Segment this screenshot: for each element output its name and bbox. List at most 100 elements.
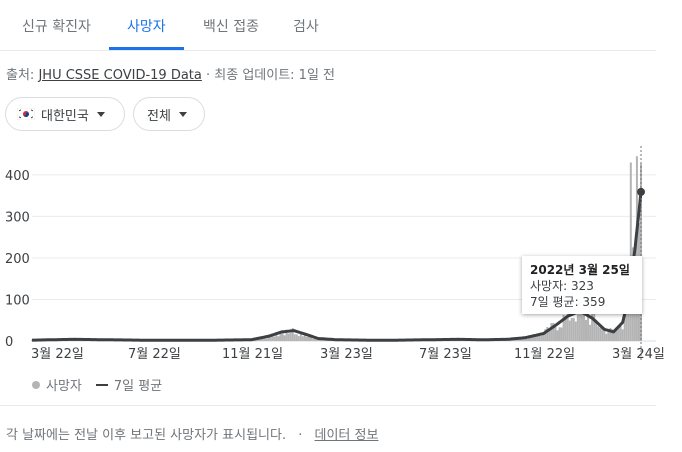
daily-bar xyxy=(532,336,535,341)
daily-bar xyxy=(267,336,270,341)
daily-bar xyxy=(291,328,294,341)
daily-bar xyxy=(558,327,561,341)
daily-bar xyxy=(525,338,528,341)
y-axis-ticks: 400 300 200 100 0 xyxy=(5,169,30,350)
tab-new-cases[interactable]: 신규 확진자 xyxy=(22,19,91,35)
region-value: 대한민국 xyxy=(41,108,89,124)
daily-bar xyxy=(287,333,290,341)
daily-bar xyxy=(517,339,520,341)
footer-note: 각 날짜에는 전날 이후 보고된 사망자가 표시됩니다. · 데이터 정보 xyxy=(6,424,378,443)
daily-bar xyxy=(303,334,306,341)
x-tick-label: 3월 22일 xyxy=(31,347,84,362)
daily-bar xyxy=(591,313,594,341)
daily-bar xyxy=(548,330,551,341)
daily-bar xyxy=(578,307,581,341)
tab-deaths[interactable]: 사망자 xyxy=(127,19,166,35)
daily-bar xyxy=(619,326,622,341)
daily-bar xyxy=(611,329,614,341)
daily-bar xyxy=(299,331,302,341)
daily-bar xyxy=(527,336,530,341)
daily-bar xyxy=(607,331,610,341)
daily-bar xyxy=(568,320,571,341)
daily-bar xyxy=(550,323,553,341)
daily-bar xyxy=(597,326,600,341)
chart-legend: 사망자 7일 평균 xyxy=(32,375,162,394)
daily-bar xyxy=(277,336,280,341)
daily-bar xyxy=(289,332,292,341)
footer-divider xyxy=(0,405,656,406)
daily-bar xyxy=(572,318,575,341)
y-tick-label: 300 xyxy=(5,210,30,225)
daily-bar xyxy=(621,329,624,341)
daily-bar xyxy=(301,336,304,341)
daily-bar xyxy=(546,326,549,341)
daily-bar xyxy=(556,330,559,341)
daily-bar xyxy=(310,336,313,341)
daily-bar xyxy=(613,330,616,341)
hover-point xyxy=(637,187,645,196)
daily-bar xyxy=(261,338,264,341)
daily-bar xyxy=(625,298,628,341)
source-prefix: 출처: xyxy=(6,68,35,83)
tab-vaccinations[interactable]: 백신 접종 xyxy=(203,19,259,35)
daily-bar xyxy=(601,326,604,341)
daily-bar xyxy=(534,336,537,341)
daily-bar xyxy=(640,163,642,341)
daily-bar xyxy=(544,329,547,341)
y-tick-label: 0 xyxy=(5,335,13,350)
daily-bar xyxy=(273,336,276,341)
y-tick-label: 100 xyxy=(5,293,30,308)
daily-bar xyxy=(293,334,296,341)
daily-bar xyxy=(285,332,288,341)
active-tab-indicator xyxy=(109,47,184,50)
scope-value: 전체 xyxy=(147,108,171,124)
scope-dropdown[interactable]: 전체 xyxy=(133,97,205,131)
deaths-chart[interactable]: 400 300 200 100 0 3월 22일 7월 22일 11월 21일 3월 23일 7… xyxy=(0,0,682,365)
daily-bar xyxy=(564,315,567,341)
tab-tests[interactable]: 검사 xyxy=(293,19,319,35)
tooltip-deaths: 사망자: 323 xyxy=(530,279,594,293)
daily-bar xyxy=(574,321,577,341)
x-tick-label: 7월 22일 xyxy=(128,347,181,362)
x-tick-label: 11월 22일 xyxy=(514,347,575,362)
chevron-down-icon xyxy=(96,111,105,117)
daily-bar xyxy=(530,337,533,341)
data-info-link[interactable]: 데이터 정보 xyxy=(314,428,379,443)
daily-bar xyxy=(589,324,592,341)
daily-bar xyxy=(271,333,274,341)
daily-bar xyxy=(609,328,612,341)
daily-bar xyxy=(281,331,284,341)
daily-bar xyxy=(305,336,308,341)
footer-text: 각 날짜에는 전날 이후 보고된 사망자가 표시됩니다. xyxy=(6,428,287,443)
y-tick-label: 200 xyxy=(5,252,30,267)
x-tick-label: 3월 24일 xyxy=(612,347,665,362)
daily-bar xyxy=(635,156,638,341)
daily-bar xyxy=(263,338,266,341)
daily-bar xyxy=(595,319,598,341)
daily-bar xyxy=(259,338,262,341)
daily-bar xyxy=(283,335,286,341)
daily-bar xyxy=(297,336,300,341)
chart-tooltip: 2022년 3월 25일 사망자: 323 7일 평균: 359 xyxy=(522,256,642,314)
daily-bar xyxy=(540,335,543,341)
daily-bar xyxy=(31,340,33,341)
line-series-swatch xyxy=(95,383,108,386)
daily-bar xyxy=(542,332,545,341)
daily-bar xyxy=(308,335,311,341)
daily-bar xyxy=(566,305,569,341)
daily-bar xyxy=(536,333,539,341)
daily-bar xyxy=(576,301,579,341)
daily-bar xyxy=(538,334,541,341)
daily-bar xyxy=(312,338,315,341)
source-line: 출처: JHU CSSE COVID-19 Data · 최종 업데이트: 1일… xyxy=(6,64,335,83)
x-tick-label: 7월 23일 xyxy=(419,347,472,362)
x-tick-label: 11월 21일 xyxy=(222,347,283,362)
source-link[interactable]: JHU CSSE COVID-19 Data xyxy=(38,68,202,83)
daily-bar xyxy=(582,308,585,341)
daily-bar xyxy=(617,325,620,341)
daily-bar xyxy=(623,315,626,341)
daily-bar xyxy=(560,327,563,341)
daily-bar xyxy=(562,314,565,341)
region-dropdown[interactable]: 대한민국 xyxy=(5,97,125,131)
chevron-down-icon xyxy=(178,111,187,117)
